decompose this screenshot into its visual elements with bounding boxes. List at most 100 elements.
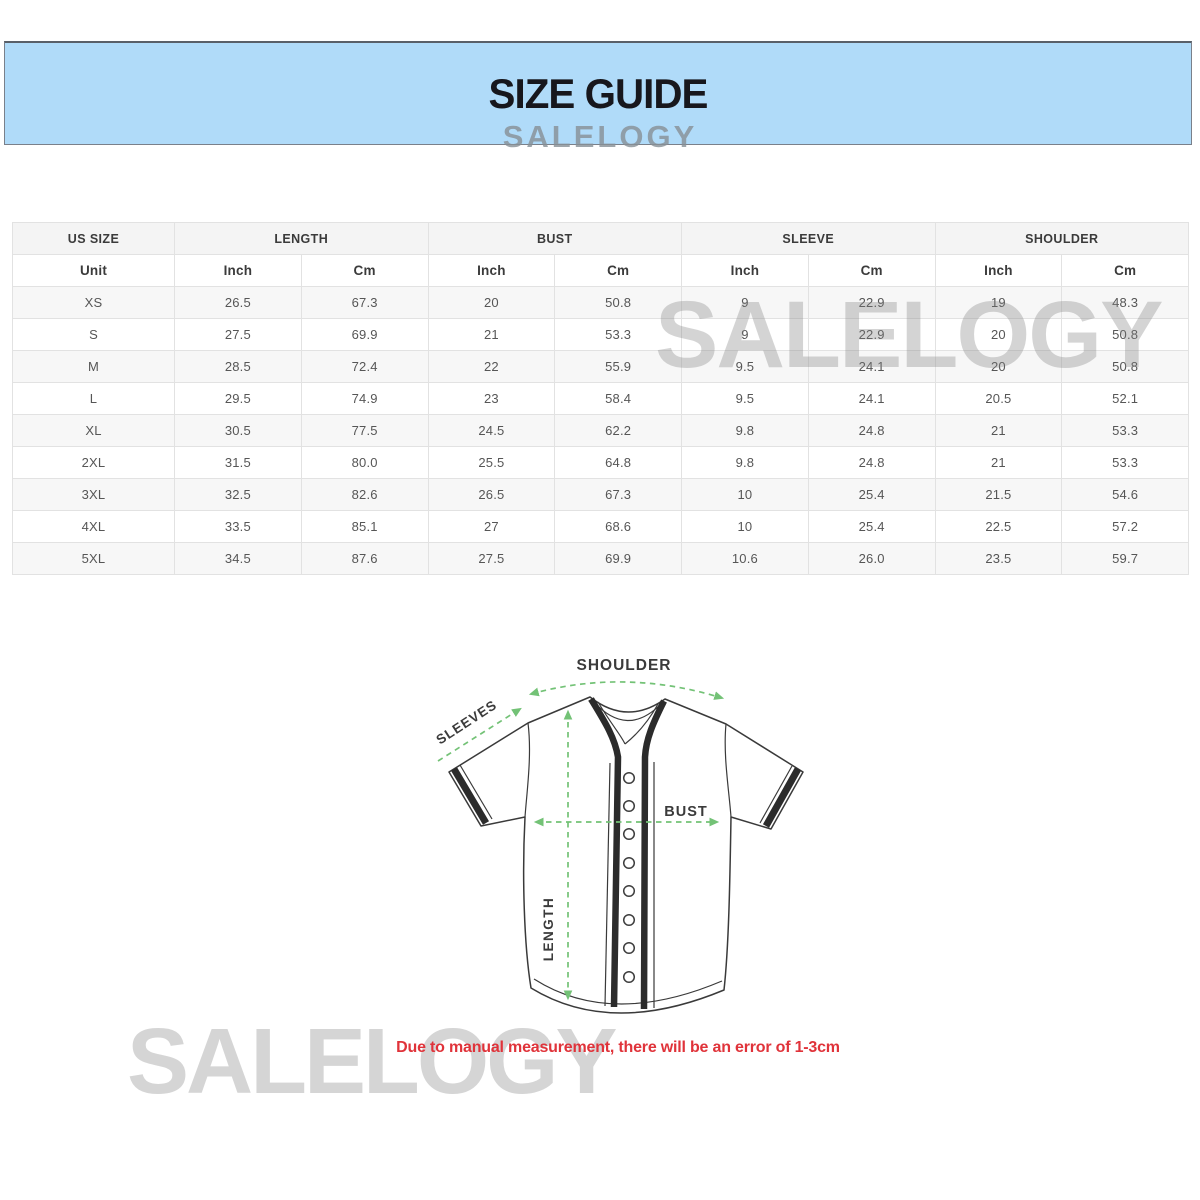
- cell: 64.8: [554, 446, 683, 479]
- table-row-m: M 28.5 72.4 22 55.9 9.5 24.1 20 50.8: [12, 350, 1190, 383]
- unit-header: Inch: [934, 254, 1063, 287]
- col-header-sleeve: SLEEVE: [681, 222, 936, 255]
- unit-header: Inch: [427, 254, 556, 287]
- cell: 25.5: [427, 446, 556, 479]
- jersey-trim-stripes: [450, 697, 802, 1010]
- unit-header: Cm: [554, 254, 683, 287]
- table-row-4xl: 4XL 33.5 85.1 27 68.6 10 25.4 22.5 57.2: [12, 510, 1190, 543]
- cell: 50.8: [1061, 318, 1190, 351]
- cell: 23.5: [934, 542, 1063, 575]
- page-title: SIZE GUIDE: [488, 69, 709, 117]
- size-label: XL: [12, 414, 175, 447]
- cell: 28.5: [174, 350, 302, 383]
- cell: 55.9: [554, 350, 683, 383]
- cell: 33.5: [174, 510, 302, 543]
- jersey-seams: [459, 701, 793, 1008]
- cell: 52.1: [1061, 382, 1190, 415]
- cell: 20: [934, 350, 1063, 383]
- table-row-xl: XL 30.5 77.5 24.5 62.2 9.8 24.8 21 53.3: [12, 414, 1190, 447]
- cell: 24.1: [807, 350, 936, 383]
- cell: 25.4: [807, 510, 936, 543]
- cell: 21.5: [934, 478, 1063, 511]
- cell: 58.4: [554, 382, 683, 415]
- size-label: 5XL: [12, 542, 175, 575]
- cell: 26.0: [807, 542, 936, 575]
- unit-header: Inch: [681, 254, 809, 287]
- cell: 24.1: [807, 382, 936, 415]
- cell: 53.3: [1061, 446, 1190, 479]
- cell: 34.5: [174, 542, 302, 575]
- cell: 82.6: [300, 478, 429, 511]
- cell: 10.6: [681, 542, 809, 575]
- cell: 20.5: [934, 382, 1063, 415]
- unit-header-row: Unit Inch Cm Inch Cm Inch Cm Inch Cm: [12, 254, 1190, 287]
- cell: 25.4: [807, 478, 936, 511]
- size-label: XS: [12, 286, 175, 319]
- cell: 9.5: [681, 382, 809, 415]
- cell: 20: [427, 286, 556, 319]
- cell: 22: [427, 350, 556, 383]
- group-header-row: US SIZE LENGTH BUST SLEEVE SHOULDER: [12, 222, 1190, 255]
- cell: 9: [681, 286, 809, 319]
- unit-header: Cm: [300, 254, 429, 287]
- cell: 21: [427, 318, 556, 351]
- cell: 9.5: [681, 350, 809, 383]
- col-header-us-size: US SIZE: [12, 222, 175, 255]
- size-label: 3XL: [12, 478, 175, 511]
- table-row-l: L 29.5 74.9 23 58.4 9.5 24.1 20.5 52.1: [12, 382, 1190, 415]
- cell: 72.4: [300, 350, 429, 383]
- unit-header: Unit: [12, 254, 175, 287]
- cell: 22.5: [934, 510, 1063, 543]
- bust-label: BUST: [664, 804, 707, 820]
- cell: 20: [934, 318, 1063, 351]
- cell: 19: [934, 286, 1063, 319]
- cell: 67.3: [554, 478, 683, 511]
- cell: 80.0: [300, 446, 429, 479]
- size-label: S: [12, 318, 175, 351]
- table-row-2xl: 2XL 31.5 80.0 25.5 64.8 9.8 24.8 21 53.3: [12, 446, 1190, 479]
- length-label: LENGTH: [541, 897, 556, 962]
- cell: 50.8: [1061, 350, 1190, 383]
- sleeves-arrow: [437, 707, 522, 762]
- cell: 62.2: [554, 414, 683, 447]
- shoulder-label: SHOULDER: [577, 657, 672, 674]
- cell: 29.5: [174, 382, 302, 415]
- cell: 87.6: [300, 542, 429, 575]
- col-header-bust: BUST: [427, 222, 683, 255]
- table-row-s: S 27.5 69.9 21 53.3 9 22.9 20 50.8: [12, 318, 1190, 351]
- size-chart-table: US SIZE LENGTH BUST SLEEVE SHOULDER Unit…: [12, 222, 1190, 575]
- cell: 77.5: [300, 414, 429, 447]
- unit-header: Cm: [807, 254, 936, 287]
- cell: 68.6: [554, 510, 683, 543]
- cell: 26.5: [174, 286, 302, 319]
- cell: 67.3: [300, 286, 429, 319]
- shoulder-arrow: [528, 681, 725, 700]
- cell: 59.7: [1061, 542, 1190, 575]
- measurement-arrows: [437, 681, 725, 1001]
- cell: 27.5: [427, 542, 556, 575]
- cell: 30.5: [174, 414, 302, 447]
- measurement-disclaimer: Due to manual measurement, there will be…: [396, 1039, 840, 1056]
- col-header-length: LENGTH: [174, 222, 429, 255]
- cell: 74.9: [300, 382, 429, 415]
- size-label: M: [12, 350, 175, 383]
- cell: 21: [934, 446, 1063, 479]
- jersey-measurement-diagram: SHOULDER SLEEVES BUST LENGTH: [433, 657, 804, 1014]
- cell: 24.8: [807, 414, 936, 447]
- cell: 22.9: [807, 286, 936, 319]
- cell: 57.2: [1061, 510, 1190, 543]
- cell: 9.8: [681, 446, 809, 479]
- cell: 53.3: [554, 318, 683, 351]
- table-row-3xl: 3XL 32.5 82.6 26.5 67.3 10 25.4 21.5 54.…: [12, 478, 1190, 511]
- unit-header: Inch: [174, 254, 302, 287]
- cell: 69.9: [300, 318, 429, 351]
- cell: 22.9: [807, 318, 936, 351]
- cell: 31.5: [174, 446, 302, 479]
- cell: 21: [934, 414, 1063, 447]
- cell: 26.5: [427, 478, 556, 511]
- cell: 53.3: [1061, 414, 1190, 447]
- size-label: L: [12, 382, 175, 415]
- cell: 24.8: [807, 446, 936, 479]
- size-label: 2XL: [12, 446, 175, 479]
- cell: 27.5: [174, 318, 302, 351]
